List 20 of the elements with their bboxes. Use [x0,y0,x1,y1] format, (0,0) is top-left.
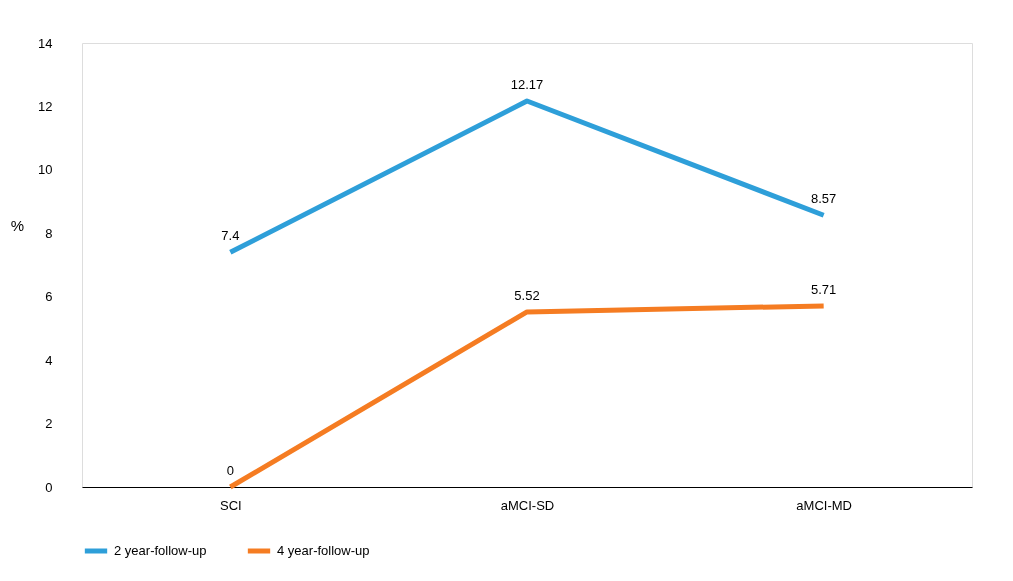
data-label: 7.4 [221,228,240,244]
data-label: 5.52 [514,287,540,303]
data-label: 0 [226,463,234,478]
x-tick-label: aMCI-MD [796,497,852,513]
y-tick-label: 2 [45,416,53,432]
y-tick-label: 14 [38,35,53,51]
data-label: 12.17 [510,77,544,93]
y-tick-label: 10 [38,162,53,178]
x-tick-label: SCI [220,497,242,513]
y-tick-label: 4 [45,352,53,368]
y-tick-label: 6 [45,289,53,305]
y-tick-label: 12 [38,98,53,114]
data-label: 5.71 [811,281,837,297]
y-tick-label: 0 [45,479,53,495]
x-tick-label: aMCI-SD [500,497,555,513]
data-label: 8.57 [811,191,837,207]
y-axis-title: % [10,216,25,234]
legend-label: 2 year-follow-up [114,543,207,558]
y-tick-label: 8 [45,225,53,241]
legend-label: 4 year-follow-up [277,543,370,558]
